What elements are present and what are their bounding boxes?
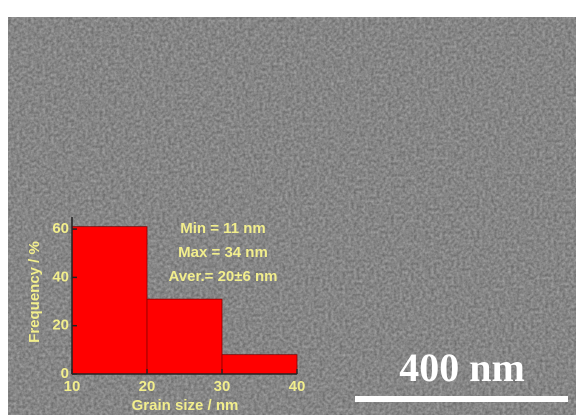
page: {"chart_data": {"type": "histogram", "bi… bbox=[0, 0, 576, 415]
x-tick-label: 20 bbox=[139, 378, 156, 395]
x-tick-label: 40 bbox=[289, 378, 306, 395]
histogram-bar bbox=[147, 299, 222, 374]
histogram-bar bbox=[222, 355, 297, 374]
y-tick-label: 40 bbox=[52, 268, 69, 285]
histogram-bar bbox=[72, 227, 147, 374]
y-axis-label: Frequency / % bbox=[26, 241, 43, 343]
y-tick-label: 60 bbox=[52, 220, 69, 237]
annotation: Max = 34 nm bbox=[178, 244, 268, 261]
x-axis-label: Grain size / nm bbox=[132, 397, 239, 414]
scale-bar-label: 400 nm bbox=[399, 345, 525, 390]
annotation: Min = 11 nm bbox=[180, 220, 265, 237]
x-tick-label: 30 bbox=[214, 378, 231, 395]
sem-image: 400 nm Frequency / % Grain size / nm 020… bbox=[0, 0, 576, 415]
annotation: Aver.= 20±6 nm bbox=[169, 268, 278, 285]
x-tick-label: 10 bbox=[64, 378, 81, 395]
y-tick-label: 20 bbox=[52, 317, 69, 334]
